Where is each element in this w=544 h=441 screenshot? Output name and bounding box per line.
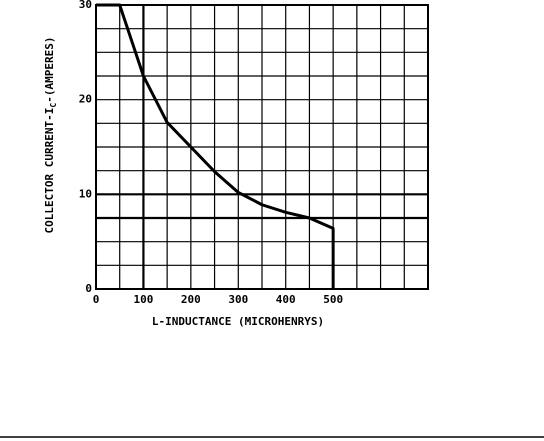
y-tick-label: 0 [85, 282, 92, 295]
y-tick-label: 30 [79, 0, 92, 11]
data-line [96, 3, 335, 289]
y-label-main: COLLECTOR CURRENT-I [43, 108, 56, 234]
y-tick-label: 20 [79, 93, 92, 106]
x-tick-label: 100 [133, 293, 153, 306]
x-tick-label: 500 [323, 293, 343, 306]
x-tick-label: 200 [181, 293, 201, 306]
x-tick-label: 400 [276, 293, 296, 306]
x-tick-label: 300 [228, 293, 248, 306]
y-label-subscript: C [49, 103, 58, 108]
y-tick-label: 10 [79, 187, 92, 200]
y-label-unit: -(AMPERES) [43, 37, 56, 103]
x-tick-label: 0 [93, 293, 100, 306]
plot-frame [95, 4, 429, 290]
x-axis-label: L-INDUCTANCE (MICROHENRYS) [152, 315, 324, 328]
y-axis-label: COLLECTOR CURRENT-IC-(AMPERES) [43, 37, 58, 234]
